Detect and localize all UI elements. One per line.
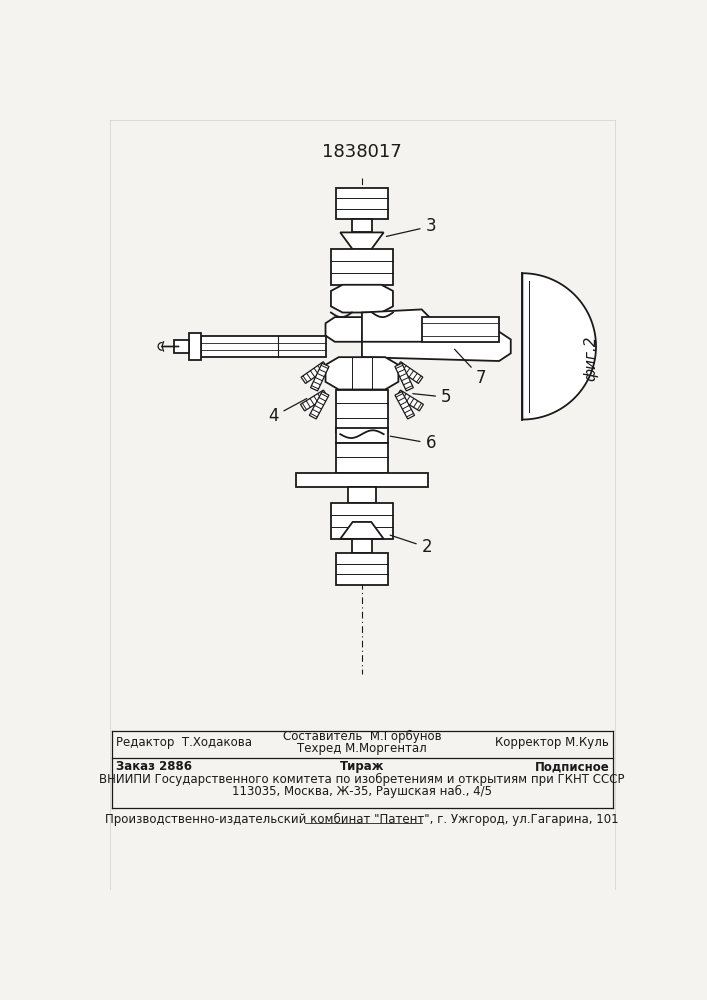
Text: 3: 3	[386, 217, 436, 236]
Polygon shape	[301, 362, 328, 383]
Bar	[296, 473, 428, 487]
Text: Производственно-издательский комбинат "Патент", г. Ужгород, ул.Гагарина, 101: Производственно-издательский комбинат "П…	[105, 813, 619, 826]
Polygon shape	[396, 362, 423, 383]
Text: 4: 4	[268, 399, 307, 425]
Polygon shape	[325, 317, 398, 342]
Polygon shape	[340, 232, 384, 249]
Text: Тираж: Тираж	[339, 760, 384, 773]
Bar	[352, 219, 372, 232]
Text: Корректор М.Куль: Корректор М.Куль	[496, 736, 609, 749]
Bar	[337, 389, 387, 432]
Bar	[421, 317, 499, 342]
Polygon shape	[522, 273, 596, 420]
Bar	[348, 487, 376, 503]
Bar	[331, 503, 393, 539]
Text: ВНИИПИ Государственного комитета по изобретениям и открытиям при ГКНТ СССР: ВНИИПИ Государственного комитета по изоб…	[99, 773, 625, 786]
Text: Заказ 2886: Заказ 2886	[115, 760, 192, 773]
Polygon shape	[395, 392, 414, 419]
Text: Составитель  М.Горбунов: Составитель М.Горбунов	[283, 729, 441, 743]
Bar	[352, 539, 372, 553]
Bar	[337, 443, 387, 473]
Polygon shape	[362, 309, 429, 342]
Text: Техред М.Моргентал: Техред М.Моргентал	[297, 742, 427, 755]
Bar	[174, 340, 189, 353]
Text: фиг.2: фиг.2	[583, 336, 598, 381]
Polygon shape	[395, 363, 414, 391]
Polygon shape	[300, 390, 327, 411]
Bar	[189, 333, 201, 360]
Text: 1838017: 1838017	[322, 143, 402, 161]
Text: Редактор  Т.Ходакова: Редактор Т.Ходакова	[115, 736, 252, 749]
Polygon shape	[310, 392, 329, 419]
Bar	[337, 428, 387, 443]
Bar	[201, 336, 325, 357]
Polygon shape	[325, 357, 398, 389]
Polygon shape	[397, 390, 423, 411]
Text: 7: 7	[455, 349, 486, 387]
Text: 2: 2	[390, 535, 432, 556]
Text: 5: 5	[413, 388, 452, 406]
Polygon shape	[331, 285, 393, 312]
Text: 113035, Москва, Ж-35, Раушская наб., 4/5: 113035, Москва, Ж-35, Раушская наб., 4/5	[232, 785, 492, 798]
Text: Подписное: Подписное	[534, 760, 609, 773]
Bar	[331, 249, 393, 285]
Polygon shape	[340, 522, 384, 539]
Bar	[337, 188, 387, 219]
Text: 6: 6	[390, 434, 436, 452]
Bar	[337, 553, 387, 585]
Polygon shape	[310, 363, 329, 391]
Polygon shape	[362, 332, 510, 361]
